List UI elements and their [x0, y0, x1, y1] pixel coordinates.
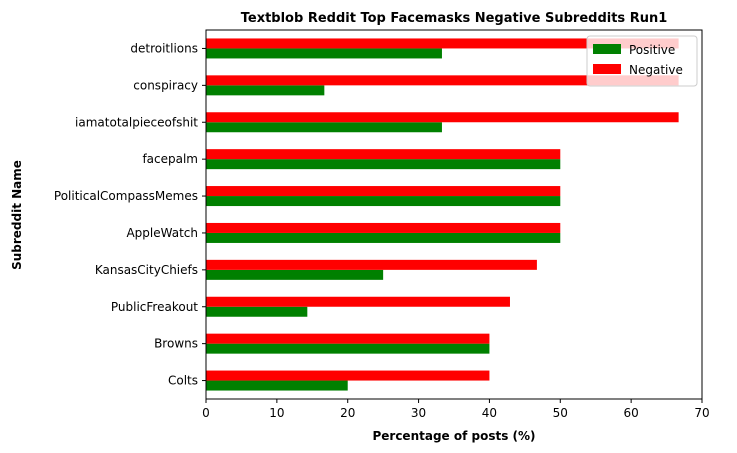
bar-negative-colts [206, 370, 490, 381]
x-tick-label: 50 [553, 406, 568, 420]
legend-label-positive: Positive [629, 43, 675, 57]
bar-negative-applewatch [206, 222, 561, 233]
y-tick-label: Colts [168, 374, 198, 388]
y-axis-label: Subreddit Name [10, 160, 24, 270]
y-tick-label: iamatotalpieceofshit [75, 115, 198, 129]
bar-negative-conspiracy [206, 75, 679, 86]
bar-positive-detroitlions [206, 48, 442, 59]
y-tick-label: Browns [154, 337, 198, 351]
bar-positive-iamatotalpieceofshit [206, 122, 442, 133]
bar-negative-publicfreakout [206, 296, 510, 307]
x-tick-label: 10 [269, 406, 284, 420]
bar-positive-facepalm [206, 159, 561, 170]
x-tick-label: 0 [202, 406, 210, 420]
plot-frame [205, 29, 703, 400]
y-tick-label: facepalm [142, 152, 198, 166]
plot-area: Colts Browns PublicFreakout KansasCityChief… [54, 29, 710, 420]
legend-label-negative: Negative [629, 63, 683, 77]
y-tick-label: PublicFreakout [111, 300, 198, 314]
x-tick-label: 60 [624, 406, 639, 420]
bar-positive-kansascitychiefs [206, 269, 384, 280]
bar-positive-browns [206, 343, 490, 354]
legend-swatch-negative [593, 64, 621, 74]
bar-negative-kansascitychiefs [206, 259, 537, 270]
bar-positive-conspiracy [206, 85, 325, 96]
x-tick-label: 30 [411, 406, 426, 420]
bar-negative-politicalcompassmemes [206, 186, 561, 197]
bar-positive-applewatch [206, 232, 561, 243]
bar-positive-politicalcompassmemes [206, 196, 561, 207]
bar-positive-publicfreakout [206, 306, 308, 317]
bar-negative-browns [206, 333, 490, 344]
x-tick-label: 40 [482, 406, 497, 420]
bar-negative-detroitlions [206, 38, 679, 49]
y-tick-label: KansasCityChiefs [95, 263, 198, 277]
bar-negative-facepalm [206, 149, 561, 160]
y-tick-label: AppleWatch [126, 226, 198, 240]
legend-swatch-positive [593, 44, 621, 54]
y-tick-label: detroitlions [130, 41, 198, 55]
x-axis-label: Percentage of posts (%) [372, 429, 535, 443]
legend: Positive Negative [586, 35, 698, 87]
bar-negative-iamatotalpieceofshit [206, 112, 679, 123]
y-tick-label: conspiracy [133, 78, 198, 92]
chart-title: Textblob Reddit Top Facemasks Negative S… [241, 11, 668, 26]
y-tick-label: PoliticalCompassMemes [54, 189, 198, 203]
x-tick-label: 20 [340, 406, 355, 420]
x-tick-label: 70 [694, 406, 709, 420]
bar-positive-colts [206, 380, 348, 391]
